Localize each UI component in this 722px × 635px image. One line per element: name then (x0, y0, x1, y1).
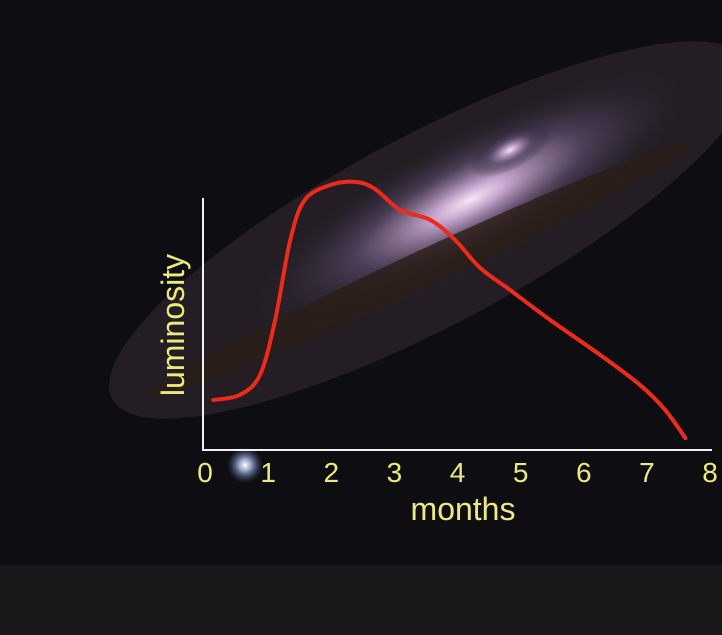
bottom-band (0, 565, 722, 635)
x-tick-label: 3 (387, 457, 403, 488)
x-tick-label: 7 (639, 457, 655, 488)
light-curve (211, 179, 688, 441)
galaxy (109, 41, 722, 483)
x-tick-label: 0 (197, 457, 213, 488)
y-axis-label: luminosity (155, 254, 191, 396)
x-tick-label: 8 (702, 457, 718, 488)
x-tick-label: 5 (513, 457, 529, 488)
x-axis-label: months (411, 491, 516, 527)
x-tick-label: 6 (576, 457, 592, 488)
x-tick-label: 1 (260, 457, 276, 488)
x-tick-label: 4 (450, 457, 466, 488)
x-tick-label: 2 (323, 457, 339, 488)
